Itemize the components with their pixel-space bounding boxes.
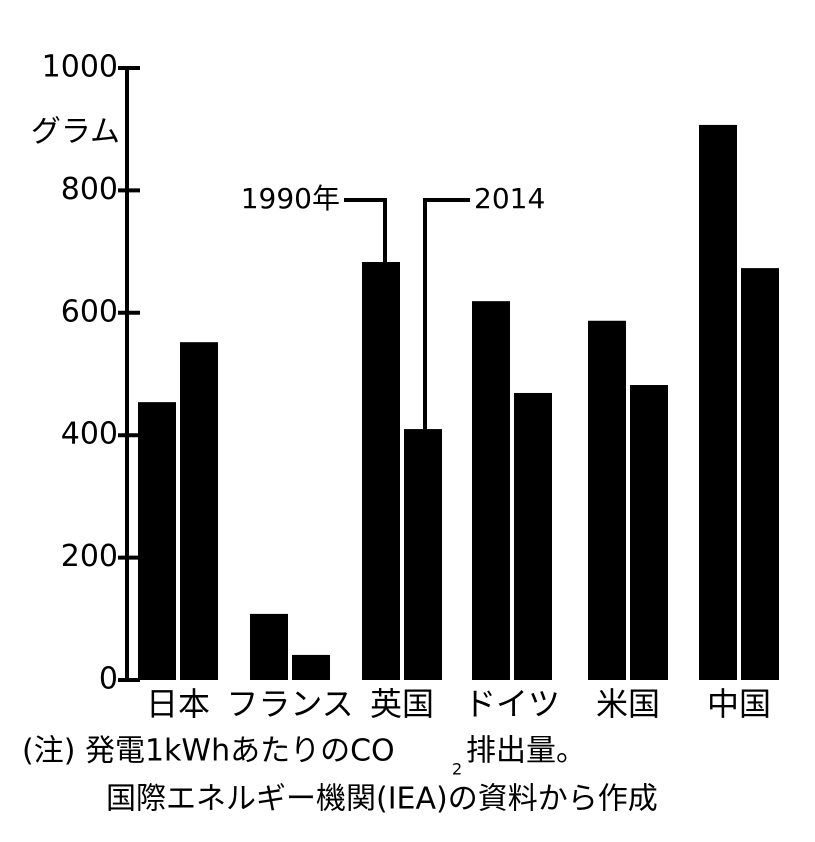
y-tick-label: 400: [61, 417, 118, 452]
leader-line: [344, 198, 387, 263]
bar: [404, 429, 442, 680]
x-tick-label: ドイツ: [464, 685, 560, 723]
y-tick-label: 0: [99, 662, 118, 697]
bar: [292, 654, 330, 680]
bar: [180, 342, 218, 680]
legend-label: 2014: [474, 182, 545, 215]
y-tick-label: 800: [61, 172, 118, 207]
y-tick-label: 200: [61, 539, 118, 574]
y-tick-label: 600: [61, 294, 118, 329]
bar: [250, 613, 288, 680]
bar: [138, 402, 176, 680]
x-tick-label: 中国: [707, 685, 771, 723]
note: (注) 発電1kWhあたりのCO: [22, 734, 395, 769]
leader-line: [423, 198, 470, 430]
y-axis-label: グラム: [31, 115, 120, 150]
bar: [630, 385, 668, 680]
bar: [362, 262, 400, 680]
bar: [472, 301, 510, 680]
x-tick-label: 日本: [146, 685, 210, 723]
bar: [699, 124, 737, 680]
note: 国際エネルギー機関(IEA)の資料から作成: [106, 782, 658, 817]
bar: [588, 320, 626, 680]
legend-label: 1990年: [241, 182, 340, 215]
y-tick-label: 1000: [42, 50, 118, 85]
bar: [514, 392, 552, 680]
bar: [741, 268, 779, 680]
note-subscript: 2: [452, 760, 462, 779]
x-tick-label: 米国: [596, 685, 660, 723]
note: 排出量。: [466, 734, 586, 769]
x-tick-label: 英国: [370, 685, 434, 723]
x-tick-label: フランス: [226, 685, 353, 723]
